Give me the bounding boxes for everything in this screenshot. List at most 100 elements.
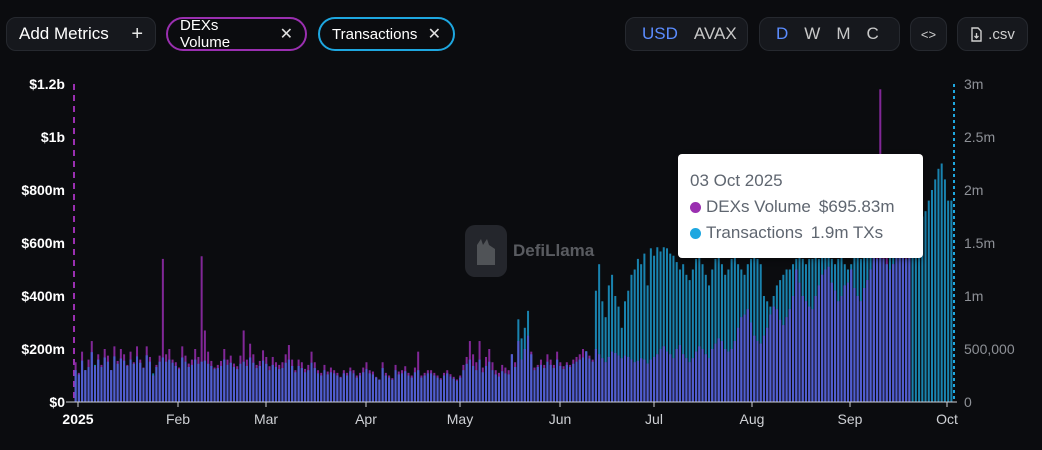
overlap-bar (297, 365, 300, 402)
overlap-bar (876, 258, 879, 402)
left-axis-tick-label: $0 (49, 394, 65, 410)
overlap-bar (187, 367, 190, 402)
add-metrics-label: Add Metrics (19, 24, 109, 43)
tx-bar (698, 253, 701, 402)
overlap-bar (604, 362, 607, 402)
overlap-bar (853, 288, 856, 402)
overlap-bar (866, 280, 869, 402)
chart-area[interactable]: $0 $200m $400m $600m $800m $1b $1.2b 0 500,000 1m… (0, 70, 1042, 445)
overlap-bar (581, 357, 584, 402)
overlap-bar (733, 341, 736, 402)
right-axis-tick-label: 1.5m (964, 235, 995, 251)
overlap-bar (659, 349, 662, 402)
tx-bar (594, 290, 597, 402)
x-axis-tick-label: Apr (355, 411, 377, 427)
overlap-bar (653, 356, 656, 402)
overlap-bar (556, 359, 559, 402)
embed-button[interactable]: <> (910, 17, 947, 51)
metric-pill-transactions[interactable]: Transactions ✕ (318, 17, 455, 51)
overlap-bar (478, 359, 481, 402)
x-axis-tick-label: Jul (645, 411, 663, 427)
overlap-bar (423, 375, 426, 402)
tooltip-value: 1.9m TXs (810, 223, 884, 242)
overlap-bar (462, 370, 465, 402)
overlap-bar (623, 355, 626, 402)
overlap-bar (342, 373, 345, 402)
overlap-bar (116, 363, 119, 402)
tooltip-label: DEXs Volume (706, 197, 811, 216)
period-option-w[interactable]: W (804, 24, 821, 43)
overlap-bar (682, 354, 685, 402)
overlap-bar (743, 314, 746, 402)
overlap-bar (711, 349, 714, 402)
overlap-bar (827, 266, 830, 402)
overlap-bar (546, 361, 549, 402)
overlap-bar (368, 373, 371, 402)
overlap-bar (543, 368, 546, 402)
overlap-bar (430, 373, 433, 402)
overlap-bar (123, 360, 126, 402)
overlap-bar (578, 359, 581, 402)
period-option-d[interactable]: D (776, 24, 789, 43)
overlap-bar (808, 306, 811, 402)
overlap-bar (501, 371, 504, 402)
overlap-bar (830, 282, 833, 402)
overlap-bar (759, 343, 762, 402)
overlap-bar (788, 309, 791, 402)
overlap-bar (132, 363, 135, 402)
overlap-bar (468, 359, 471, 402)
tx-bar (630, 274, 633, 402)
overlap-bar (161, 357, 164, 402)
tx-bar (911, 243, 914, 402)
download-csv-button[interactable]: .csv (957, 17, 1028, 51)
overlap-bar (252, 362, 255, 402)
overlap-bar (74, 370, 77, 402)
overlap-bar (294, 372, 297, 402)
chart-svg[interactable]: $0 $200m $400m $600m $800m $1b $1.2b 0 500,000 1m… (0, 70, 1042, 445)
period-toggle: D W M C (759, 17, 900, 51)
currency-option-avax[interactable]: AVAX (693, 24, 737, 43)
overlap-bar (804, 301, 807, 402)
overlap-bar (420, 377, 423, 402)
overlap-bar (685, 358, 688, 402)
overlap-bar (908, 248, 911, 402)
overlap-bar (203, 360, 206, 402)
close-icon[interactable]: ✕ (427, 26, 441, 43)
overlap-bar (552, 368, 555, 402)
overlap-bar (439, 379, 442, 402)
overlap-bar (859, 301, 862, 402)
currency-option-usd[interactable]: USD (642, 24, 678, 43)
overlap-bar (97, 359, 100, 402)
overlap-bar (517, 341, 520, 402)
overlap-bar (119, 358, 122, 402)
overlap-bar (533, 370, 536, 402)
overlap-bar (323, 370, 326, 402)
overlap-bar (549, 364, 552, 402)
overlap-bar (388, 377, 391, 402)
tx-bar (656, 247, 659, 402)
overlap-bar (762, 335, 765, 402)
overlap-bar (746, 309, 749, 402)
tx-bar (708, 285, 711, 402)
overlap-bar (617, 355, 620, 402)
overlap-bar (801, 296, 804, 402)
overlap-bar (417, 370, 420, 402)
tx-bar (617, 306, 620, 402)
close-icon[interactable]: ✕ (279, 26, 293, 43)
overlap-bar (152, 375, 155, 402)
tx-bar (646, 285, 649, 402)
tx-bar (943, 179, 946, 402)
overlap-bar (313, 368, 316, 402)
period-option-c[interactable]: C (866, 24, 879, 43)
add-metrics-button[interactable]: Add Metrics + (6, 17, 156, 51)
left-axis-tick-label: $800m (21, 182, 65, 198)
overlap-bar (740, 317, 743, 402)
tx-bar (914, 232, 917, 402)
overlap-bar (223, 359, 226, 402)
left-axis-tick-label: $1b (41, 129, 65, 145)
overlap-bar (139, 362, 142, 402)
period-option-m[interactable]: M (836, 24, 851, 43)
metric-pill-dex-volume[interactable]: DEXs Volume ✕ (166, 17, 307, 51)
overlap-bar (559, 365, 562, 402)
overlap-bar (307, 370, 310, 402)
